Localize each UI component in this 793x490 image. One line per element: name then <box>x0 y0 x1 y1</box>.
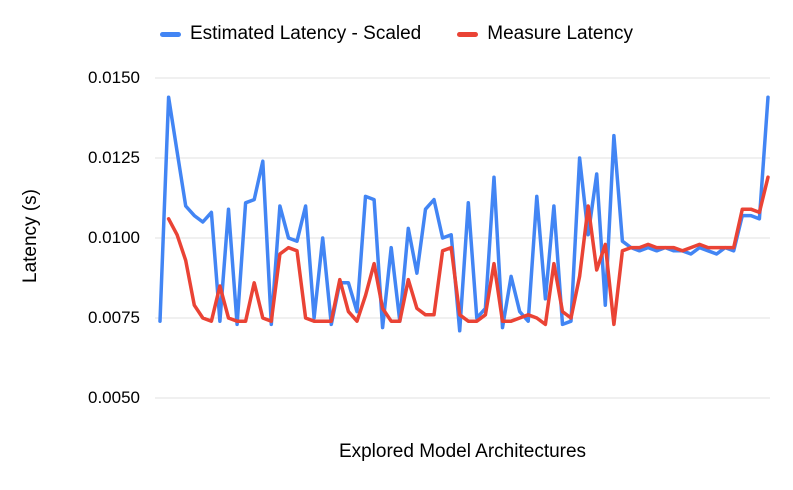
y-tick-label: 0.0125 <box>88 148 140 167</box>
y-tick-label: 0.0050 <box>88 388 140 407</box>
legend-item-measure-latency: Measure Latency <box>457 23 633 45</box>
legend-swatch-measure-icon <box>457 31 479 37</box>
y-tick-label: 0.0150 <box>88 68 140 87</box>
y-tick-label: 0.0100 <box>88 228 140 247</box>
y-tick-label: 0.0075 <box>88 308 140 327</box>
legend-swatch-estimated-icon <box>159 31 181 37</box>
legend-item-estimated-latency: Estimated Latency - Scaled <box>159 23 422 45</box>
legend-label-measure: Measure Latency <box>487 23 634 44</box>
x-axis-title: Explored Model Architectures <box>338 441 587 462</box>
series-line-measure <box>166 175 770 327</box>
legend-label-estimated: Estimated Latency - Scaled <box>189 23 422 44</box>
chart-legend: Estimated Latency - Scaled Measure Laten… <box>0 23 793 45</box>
gridlines <box>155 77 770 399</box>
